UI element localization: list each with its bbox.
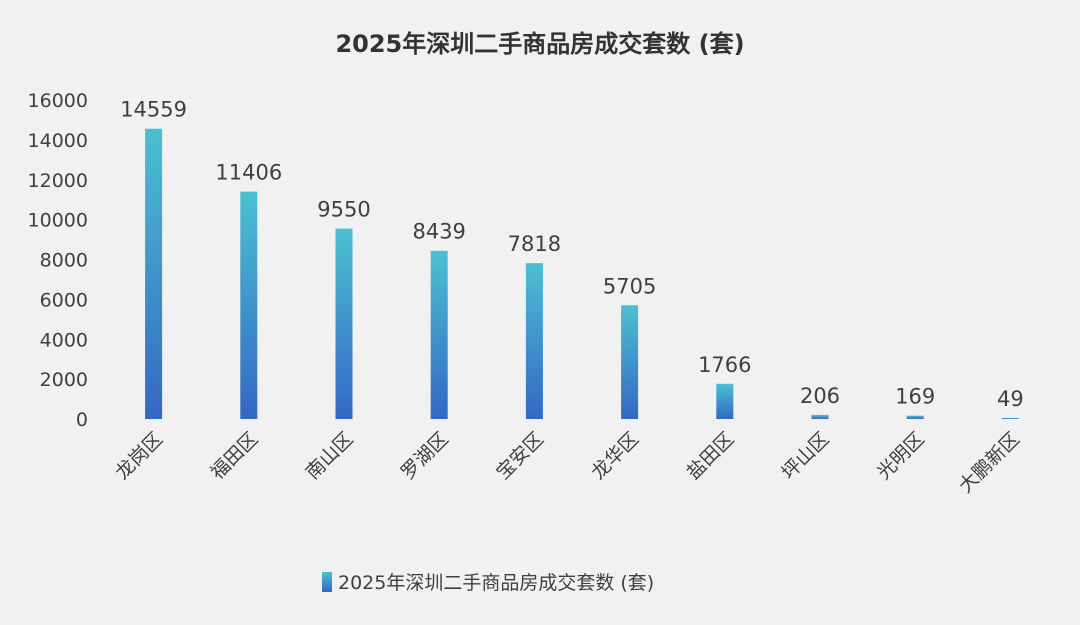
y-tick-label: 12000 — [28, 170, 88, 192]
legend: 2025年深圳二手商品房成交套数 (套) — [322, 572, 654, 594]
legend-label: 2025年深圳二手商品房成交套数 (套) — [338, 572, 654, 594]
data-label: 206 — [800, 384, 840, 408]
chart-title: 2025年深圳二手商品房成交套数 (套) — [335, 30, 744, 58]
x-tick-label: 南山区 — [302, 428, 358, 484]
x-tick-label: 宝安区 — [492, 428, 548, 484]
y-tick-label: 8000 — [40, 250, 88, 272]
y-tick-label: 14000 — [28, 130, 88, 152]
bar — [906, 415, 924, 419]
bar — [621, 305, 639, 419]
data-label: 9550 — [317, 198, 370, 222]
data-label: 14559 — [120, 98, 187, 122]
data-label: 11406 — [215, 161, 282, 185]
y-tick-label: 2000 — [40, 369, 88, 391]
bar — [145, 128, 163, 420]
data-labels: 14559 11406 9550 8439 7818 5705 1766 206 169 49 — [120, 98, 1024, 411]
bar — [811, 414, 829, 419]
x-tick-label: 福田区 — [206, 428, 262, 484]
bars — [145, 128, 1019, 420]
data-label: 7818 — [508, 232, 561, 256]
x-tick-label: 大鹏新区 — [955, 428, 1024, 497]
x-tick-label: 龙岗区 — [111, 428, 167, 484]
bar — [430, 250, 448, 419]
y-tick-label: 16000 — [28, 90, 88, 112]
y-tick-label: 4000 — [40, 329, 88, 351]
data-label: 5705 — [603, 274, 656, 298]
bar — [240, 191, 258, 419]
x-tick-label: 光明区 — [873, 428, 929, 484]
bar — [1001, 418, 1019, 419]
data-label: 8439 — [412, 220, 465, 244]
x-axis: 龙岗区 福田区 南山区 罗湖区 宝安区 龙华区 盐田区 坪山区 光明区 大鹏新区 — [111, 428, 1024, 497]
y-tick-label: 0 — [76, 409, 88, 431]
bar — [716, 383, 734, 419]
data-label: 1766 — [698, 353, 751, 377]
bar — [525, 263, 543, 419]
x-tick-label: 盐田区 — [682, 428, 738, 484]
legend-swatch — [322, 572, 332, 592]
x-tick-label: 坪山区 — [778, 428, 834, 484]
y-tick-label: 10000 — [28, 210, 88, 232]
x-tick-label: 龙华区 — [587, 428, 643, 484]
data-label: 169 — [895, 385, 935, 409]
y-axis: 0 2000 4000 6000 8000 10000 12000 14000 16000 — [28, 90, 88, 431]
data-label: 49 — [997, 387, 1024, 411]
x-tick-label: 罗湖区 — [397, 428, 453, 484]
y-tick-label: 6000 — [40, 289, 88, 311]
bar — [335, 228, 353, 419]
